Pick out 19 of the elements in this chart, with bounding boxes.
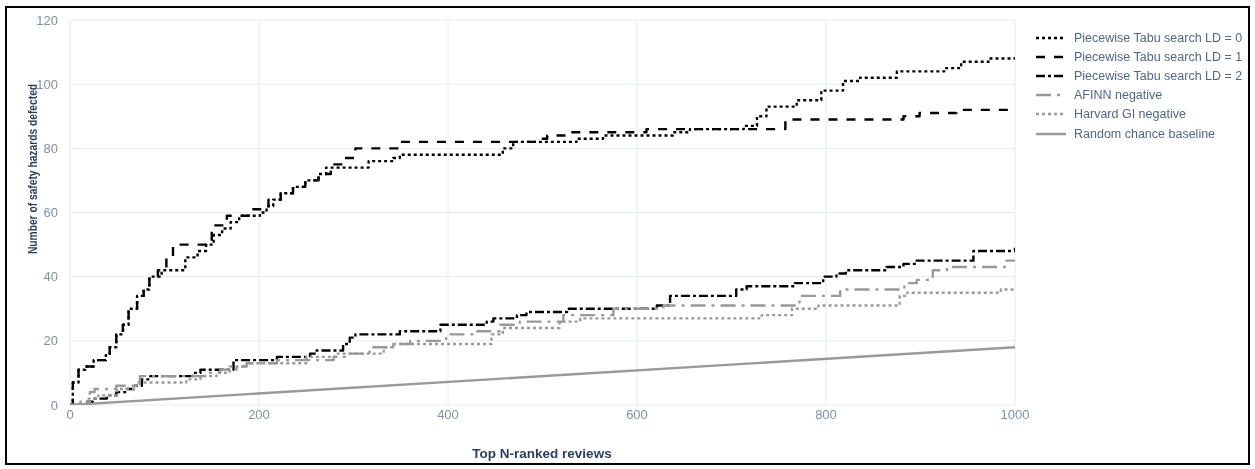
legend-label: AFINN negative [1074,88,1163,103]
y-tick-label: 0 [50,397,58,413]
x-axis-title: Top N-ranked reviews [472,446,612,461]
legend-label: Piecewise Tabu search LD = 0 [1074,30,1243,45]
legend-label: Harvard GI negative [1074,107,1186,122]
legend-label: Piecewise Tabu search LD = 1 [1074,49,1243,64]
y-tick-label: 120 [36,12,58,28]
x-tick-label: 200 [248,407,270,423]
legend-label: Random chance baseline [1074,126,1216,141]
y-tick-label: 20 [43,333,58,349]
x-tick-label: 1000 [1000,407,1030,423]
x-tick-label: 600 [626,407,648,423]
x-tick-label: 800 [815,407,837,423]
y-tick-label: 40 [43,269,58,285]
x-tick-label: 0 [66,407,74,423]
legend-label: Piecewise Tabu search LD = 2 [1074,68,1243,83]
y-tick-label: 80 [43,140,58,156]
y-tick-label: 60 [43,205,58,221]
x-tick-label: 400 [437,407,459,423]
